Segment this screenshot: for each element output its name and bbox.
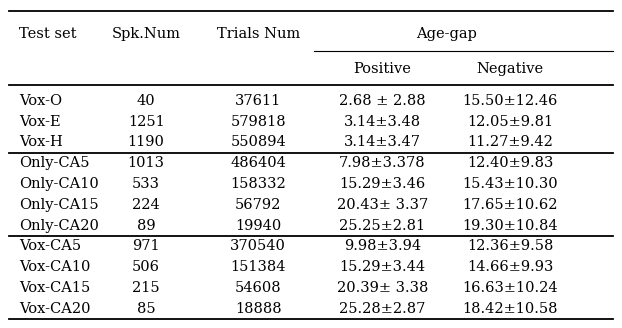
Text: Vox-CA5: Vox-CA5 [19, 239, 81, 254]
Text: 158332: 158332 [230, 177, 286, 191]
Text: 151384: 151384 [230, 260, 286, 274]
Text: 14.66±9.93: 14.66±9.93 [467, 260, 553, 274]
Text: 17.65±10.62: 17.65±10.62 [462, 198, 558, 212]
Text: 19.30±10.84: 19.30±10.84 [462, 219, 558, 233]
Text: 15.29±3.46: 15.29±3.46 [340, 177, 425, 191]
Text: 18888: 18888 [235, 302, 281, 316]
Text: Vox-CA10: Vox-CA10 [19, 260, 90, 274]
Text: Vox-E: Vox-E [19, 114, 60, 129]
Text: 9.98±3.94: 9.98±3.94 [344, 239, 421, 254]
Text: 19940: 19940 [235, 219, 281, 233]
Text: 1251: 1251 [128, 114, 165, 129]
Text: 506: 506 [132, 260, 160, 274]
Text: 3.14±3.48: 3.14±3.48 [344, 114, 421, 129]
Text: 15.29±3.44: 15.29±3.44 [340, 260, 425, 274]
Text: 56792: 56792 [235, 198, 281, 212]
Text: Spk.Num: Spk.Num [112, 28, 180, 41]
Text: Vox-O: Vox-O [19, 94, 62, 108]
Text: 20.43± 3.37: 20.43± 3.37 [337, 198, 428, 212]
Text: Test set: Test set [19, 28, 76, 41]
Text: Trials Num: Trials Num [216, 28, 300, 41]
Text: Only-CA5: Only-CA5 [19, 156, 89, 170]
Text: 12.40±9.83: 12.40±9.83 [467, 156, 553, 170]
Text: Vox-H: Vox-H [19, 135, 62, 149]
Text: 486404: 486404 [230, 156, 286, 170]
Text: 37611: 37611 [235, 94, 281, 108]
Text: 550894: 550894 [230, 135, 286, 149]
Text: 12.36±9.58: 12.36±9.58 [467, 239, 553, 254]
Text: 16.63±10.24: 16.63±10.24 [462, 281, 558, 295]
Text: 370540: 370540 [230, 239, 286, 254]
Text: 971: 971 [132, 239, 160, 254]
Text: 18.42±10.58: 18.42±10.58 [462, 302, 558, 316]
Text: 1190: 1190 [128, 135, 165, 149]
Text: Only-CA15: Only-CA15 [19, 198, 98, 212]
Text: 40: 40 [137, 94, 156, 108]
Text: 2.68 ± 2.88: 2.68 ± 2.88 [339, 94, 426, 108]
Text: 533: 533 [132, 177, 160, 191]
Text: 11.27±9.42: 11.27±9.42 [467, 135, 553, 149]
Text: 25.28±2.87: 25.28±2.87 [340, 302, 425, 316]
Text: 215: 215 [132, 281, 160, 295]
Text: 25.25±2.81: 25.25±2.81 [340, 219, 425, 233]
Text: 15.43±10.30: 15.43±10.30 [462, 177, 558, 191]
Text: 20.39± 3.38: 20.39± 3.38 [337, 281, 428, 295]
Text: 12.05±9.81: 12.05±9.81 [467, 114, 553, 129]
Text: Vox-CA20: Vox-CA20 [19, 302, 90, 316]
Text: Only-CA10: Only-CA10 [19, 177, 98, 191]
Text: Age-gap: Age-gap [416, 28, 476, 41]
Text: 579818: 579818 [230, 114, 286, 129]
Text: Vox-CA15: Vox-CA15 [19, 281, 90, 295]
Text: 224: 224 [132, 198, 160, 212]
Text: 89: 89 [137, 219, 156, 233]
Text: 54608: 54608 [235, 281, 281, 295]
Text: 15.50±12.46: 15.50±12.46 [462, 94, 558, 108]
Text: 3.14±3.47: 3.14±3.47 [344, 135, 421, 149]
Text: Negative: Negative [476, 62, 544, 76]
Text: Only-CA20: Only-CA20 [19, 219, 98, 233]
Text: 85: 85 [137, 302, 156, 316]
Text: 1013: 1013 [128, 156, 165, 170]
Text: Positive: Positive [353, 62, 412, 76]
Text: 7.98±3.378: 7.98±3.378 [339, 156, 426, 170]
